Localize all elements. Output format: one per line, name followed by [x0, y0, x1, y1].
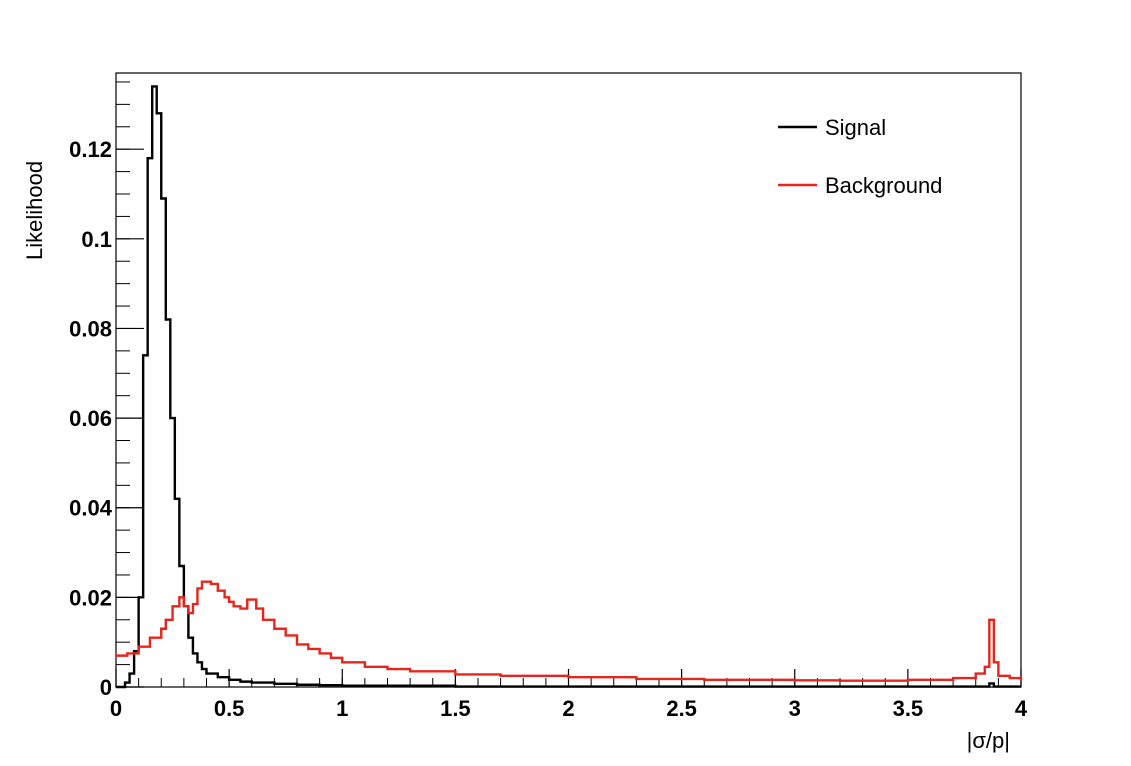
x-tick-label: 3.5: [893, 696, 924, 721]
y-tick-label: 0.08: [69, 316, 112, 341]
legend-label-background: Background: [825, 173, 942, 198]
y-tick-label: 0.02: [69, 585, 112, 610]
y-tick-label: 0.1: [81, 227, 112, 252]
x-tick-label: 0: [110, 696, 122, 721]
x-tick-labels: 0 0.5 1 1.5 2 2.5 3 3.5 4: [110, 696, 1028, 721]
x-tick-label: 1.5: [440, 696, 471, 721]
y-tick-label: 0.12: [69, 137, 112, 162]
x-tick-label: 0.5: [214, 696, 245, 721]
x-tick-label: 2: [562, 696, 574, 721]
x-tick-label: 3: [789, 696, 801, 721]
x-tick-label: 4: [1015, 696, 1028, 721]
plot-frame: [115, 72, 1022, 688]
x-tick-label: 1: [336, 696, 348, 721]
x-tick-label: 2.5: [666, 696, 697, 721]
series-line-background: [116, 580, 1023, 682]
major-ticks: [115, 148, 1022, 688]
y-tick-label: 0.06: [69, 406, 112, 431]
series-line-signal: [116, 85, 1021, 689]
series-layer: [116, 85, 1023, 689]
y-tick-label: 0.04: [69, 496, 113, 521]
y-axis-title: Likelihood: [22, 161, 47, 260]
x-axis-title: |σ/p|: [967, 728, 1010, 753]
legend: Signal Background: [778, 115, 942, 198]
legend-label-signal: Signal: [825, 115, 886, 140]
y-tick-label: 0: [100, 675, 112, 700]
y-tick-labels: 0 0.02 0.04 0.06 0.08 0.1 0.12: [69, 137, 113, 700]
